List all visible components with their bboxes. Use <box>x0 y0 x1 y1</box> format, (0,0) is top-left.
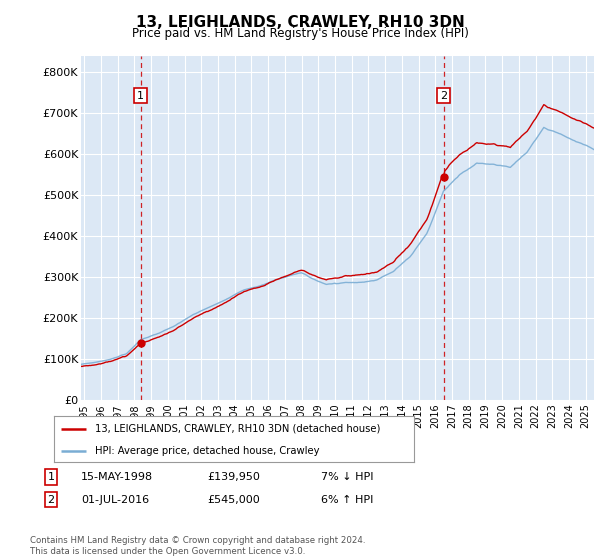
Text: Contains HM Land Registry data © Crown copyright and database right 2024.
This d: Contains HM Land Registry data © Crown c… <box>30 536 365 556</box>
Text: 2: 2 <box>47 494 55 505</box>
Text: Price paid vs. HM Land Registry's House Price Index (HPI): Price paid vs. HM Land Registry's House … <box>131 27 469 40</box>
Text: 1: 1 <box>47 472 55 482</box>
Text: 2: 2 <box>440 91 447 101</box>
Text: 6% ↑ HPI: 6% ↑ HPI <box>321 494 373 505</box>
Text: 15-MAY-1998: 15-MAY-1998 <box>81 472 153 482</box>
Text: 7% ↓ HPI: 7% ↓ HPI <box>321 472 373 482</box>
Text: £545,000: £545,000 <box>207 494 260 505</box>
Text: 01-JUL-2016: 01-JUL-2016 <box>81 494 149 505</box>
Text: £139,950: £139,950 <box>207 472 260 482</box>
Text: 13, LEIGHLANDS, CRAWLEY, RH10 3DN: 13, LEIGHLANDS, CRAWLEY, RH10 3DN <box>136 15 464 30</box>
Text: 13, LEIGHLANDS, CRAWLEY, RH10 3DN (detached house): 13, LEIGHLANDS, CRAWLEY, RH10 3DN (detac… <box>95 424 381 434</box>
Text: 1: 1 <box>137 91 144 101</box>
Text: HPI: Average price, detached house, Crawley: HPI: Average price, detached house, Craw… <box>95 446 320 455</box>
